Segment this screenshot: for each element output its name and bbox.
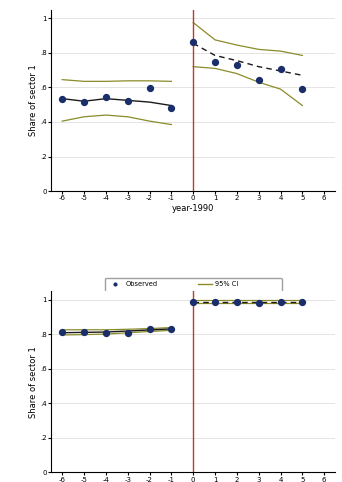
Point [125,329,130,336]
Point [60,329,65,336]
Point [60,95,65,103]
Point [81,329,87,336]
Legend: Observed, Polynomial fit before, 95% CI, Polynomial fit after: Observed, Polynomial fit before, 95% CI,… [105,278,282,300]
Point [300,298,305,306]
Point [125,97,130,105]
Point [278,66,283,73]
Point [190,38,196,45]
X-axis label: year-1990: year-1990 [172,204,214,213]
Point [256,77,262,84]
Point [147,325,152,333]
Point [300,85,305,93]
Point [147,84,152,92]
Point [212,298,218,306]
Point [169,104,174,112]
Point [234,61,240,69]
Point [81,98,87,106]
Point [212,58,218,66]
Y-axis label: Share of sector 1: Share of sector 1 [29,346,38,417]
Point [278,298,283,306]
Point [256,299,262,307]
Y-axis label: Share of sector 1: Share of sector 1 [29,65,38,136]
Point [103,93,109,101]
Point [190,298,196,306]
Point [103,329,109,336]
Point [234,298,240,306]
Text: (a)  Technical specialists: (a) Technical specialists [130,340,256,350]
Point [169,325,174,333]
